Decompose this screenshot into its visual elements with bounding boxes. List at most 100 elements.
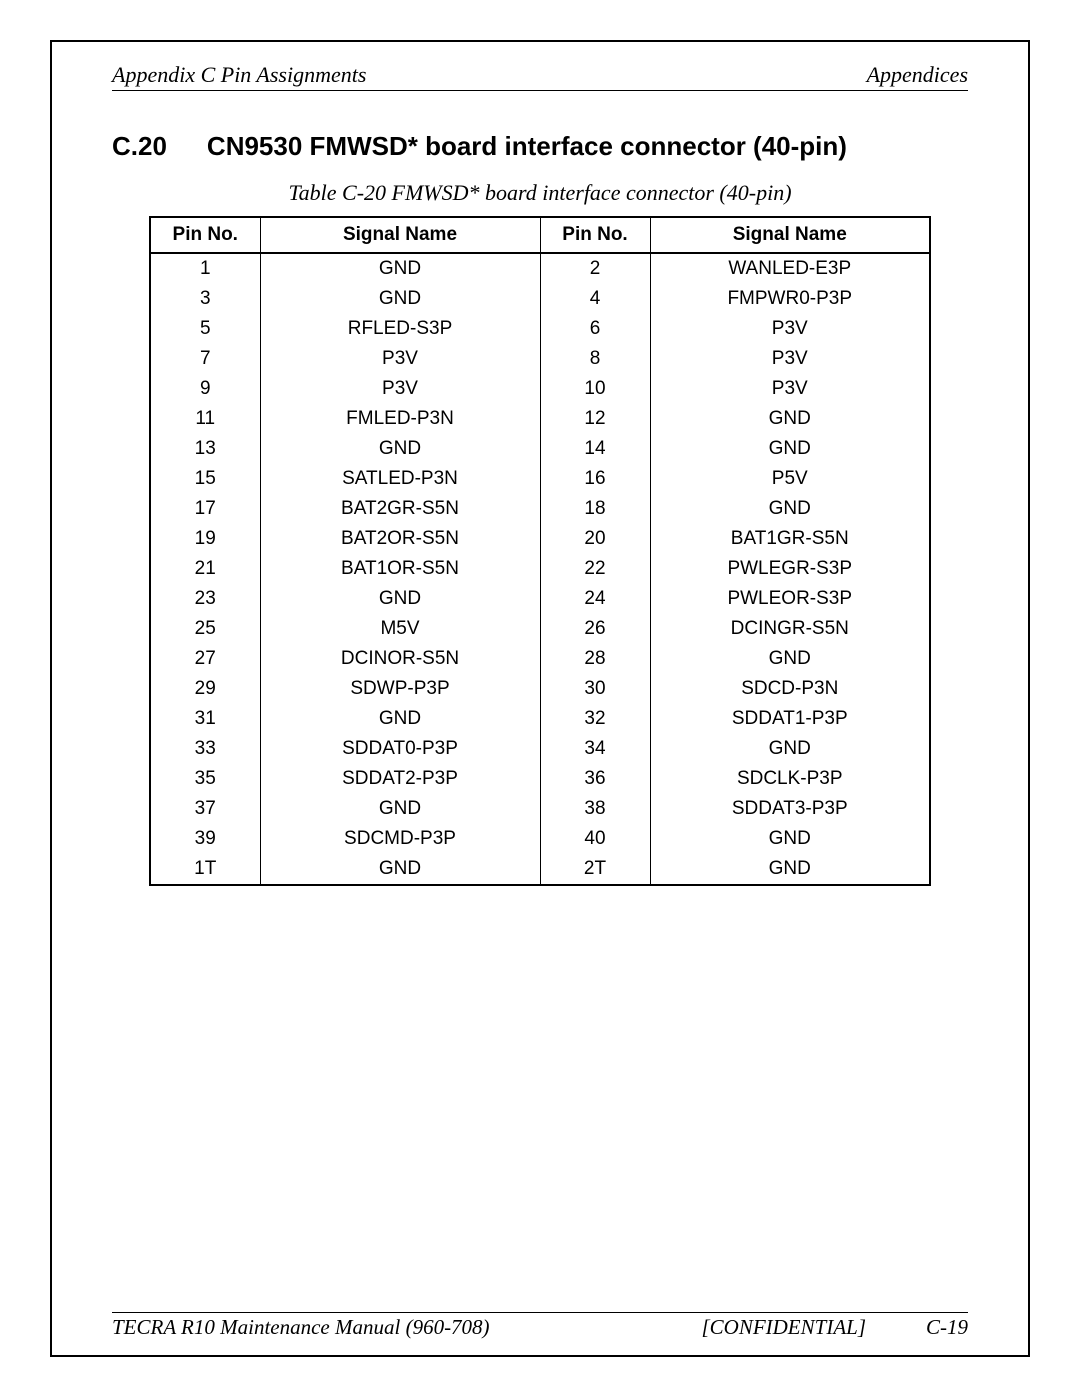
pin-number-cell: 27 xyxy=(150,644,260,674)
signal-name-cell: SATLED-P3N xyxy=(260,464,540,494)
signal-name-cell: GND xyxy=(650,854,930,885)
table-row: 35SDDAT2-P3P36SDCLK-P3P xyxy=(150,764,930,794)
pin-number-cell: 8 xyxy=(540,344,650,374)
signal-name-cell: GND xyxy=(650,494,930,524)
signal-name-cell: GND xyxy=(650,824,930,854)
pin-number-cell: 31 xyxy=(150,704,260,734)
footer-left: TECRA R10 Maintenance Manual (960-708) xyxy=(112,1315,490,1340)
signal-name-cell: SDDAT1-P3P xyxy=(650,704,930,734)
signal-name-cell: BAT2OR-S5N xyxy=(260,524,540,554)
section-title: CN9530 FMWSD* board interface connector … xyxy=(207,131,847,162)
table-row: 11FMLED-P3N12GND xyxy=(150,404,930,434)
table-row: 33SDDAT0-P3P34GND xyxy=(150,734,930,764)
pin-number-cell: 6 xyxy=(540,314,650,344)
table-row: 19BAT2OR-S5N20BAT1GR-S5N xyxy=(150,524,930,554)
pin-number-cell: 10 xyxy=(540,374,650,404)
signal-name-cell: BAT1OR-S5N xyxy=(260,554,540,584)
signal-name-cell: GND xyxy=(260,253,540,284)
pin-number-cell: 1 xyxy=(150,253,260,284)
footer-page-number: C-19 xyxy=(926,1315,968,1340)
table-row: 5RFLED-S3P6P3V xyxy=(150,314,930,344)
signal-name-cell: GND xyxy=(260,434,540,464)
pin-number-cell: 15 xyxy=(150,464,260,494)
table-row: 15SATLED-P3N16P5V xyxy=(150,464,930,494)
pin-number-cell: 24 xyxy=(540,584,650,614)
pin-number-cell: 29 xyxy=(150,674,260,704)
pin-number-cell: 9 xyxy=(150,374,260,404)
table-row: 7P3V8P3V xyxy=(150,344,930,374)
signal-name-cell: SDCD-P3N xyxy=(650,674,930,704)
pin-number-cell: 30 xyxy=(540,674,650,704)
pin-number-cell: 14 xyxy=(540,434,650,464)
signal-name-cell: RFLED-S3P xyxy=(260,314,540,344)
signal-name-cell: DCINGR-S5N xyxy=(650,614,930,644)
pin-number-cell: 16 xyxy=(540,464,650,494)
pin-number-cell: 28 xyxy=(540,644,650,674)
signal-name-cell: GND xyxy=(260,794,540,824)
table-row: 39SDCMD-P3P40GND xyxy=(150,824,930,854)
signal-name-cell: P3V xyxy=(260,344,540,374)
signal-name-cell: SDDAT2-P3P xyxy=(260,764,540,794)
signal-name-cell: P3V xyxy=(650,344,930,374)
pin-number-cell: 25 xyxy=(150,614,260,644)
pin-number-cell: 22 xyxy=(540,554,650,584)
col-header-sig-1: Signal Name xyxy=(260,217,540,253)
pin-number-cell: 26 xyxy=(540,614,650,644)
col-header-sig-2: Signal Name xyxy=(650,217,930,253)
table-row: 31GND32SDDAT1-P3P xyxy=(150,704,930,734)
signal-name-cell: FMPWR0-P3P xyxy=(650,284,930,314)
signal-name-cell: PWLEOR-S3P xyxy=(650,584,930,614)
pin-number-cell: 18 xyxy=(540,494,650,524)
pin-number-cell: 38 xyxy=(540,794,650,824)
signal-name-cell: WANLED-E3P xyxy=(650,253,930,284)
pin-number-cell: 37 xyxy=(150,794,260,824)
signal-name-cell: P3V xyxy=(650,314,930,344)
pin-number-cell: 23 xyxy=(150,584,260,614)
pin-number-cell: 39 xyxy=(150,824,260,854)
table-row: 21BAT1OR-S5N22PWLEGR-S3P xyxy=(150,554,930,584)
signal-name-cell: GND xyxy=(650,734,930,764)
pin-number-cell: 17 xyxy=(150,494,260,524)
signal-name-cell: GND xyxy=(650,434,930,464)
pin-number-cell: 33 xyxy=(150,734,260,764)
pin-number-cell: 35 xyxy=(150,764,260,794)
signal-name-cell: P3V xyxy=(260,374,540,404)
page-frame: Appendix C Pin Assignments Appendices C.… xyxy=(50,40,1030,1357)
table-caption: Table C-20 FMWSD* board interface connec… xyxy=(112,180,968,206)
pin-number-cell: 19 xyxy=(150,524,260,554)
signal-name-cell: SDCLK-P3P xyxy=(650,764,930,794)
table-row: 3GND4FMPWR0-P3P xyxy=(150,284,930,314)
signal-name-cell: P3V xyxy=(650,374,930,404)
table-row: 9P3V10P3V xyxy=(150,374,930,404)
pin-number-cell: 3 xyxy=(150,284,260,314)
pin-number-cell: 20 xyxy=(540,524,650,554)
table-header-row: Pin No. Signal Name Pin No. Signal Name xyxy=(150,217,930,253)
pin-number-cell: 2T xyxy=(540,854,650,885)
pin-number-cell: 7 xyxy=(150,344,260,374)
signal-name-cell: SDDAT3-P3P xyxy=(650,794,930,824)
pin-number-cell: 1T xyxy=(150,854,260,885)
signal-name-cell: PWLEGR-S3P xyxy=(650,554,930,584)
pin-number-cell: 12 xyxy=(540,404,650,434)
signal-name-cell: GND xyxy=(260,854,540,885)
header-left: Appendix C Pin Assignments xyxy=(112,62,366,88)
signal-name-cell: GND xyxy=(260,584,540,614)
pin-number-cell: 2 xyxy=(540,253,650,284)
table-row: 37GND38SDDAT3-P3P xyxy=(150,794,930,824)
signal-name-cell: GND xyxy=(650,644,930,674)
signal-name-cell: SDDAT0-P3P xyxy=(260,734,540,764)
pin-number-cell: 36 xyxy=(540,764,650,794)
col-header-pin-1: Pin No. xyxy=(150,217,260,253)
pin-number-cell: 11 xyxy=(150,404,260,434)
table-row: 1GND2WANLED-E3P xyxy=(150,253,930,284)
table-row: 23GND24PWLEOR-S3P xyxy=(150,584,930,614)
pin-number-cell: 13 xyxy=(150,434,260,464)
signal-name-cell: BAT2GR-S5N xyxy=(260,494,540,524)
footer-confidential: [CONFIDENTIAL] xyxy=(701,1315,866,1340)
signal-name-cell: BAT1GR-S5N xyxy=(650,524,930,554)
pin-assignment-table: Pin No. Signal Name Pin No. Signal Name … xyxy=(149,216,931,886)
table-row: 27DCINOR-S5N28GND xyxy=(150,644,930,674)
signal-name-cell: SDCMD-P3P xyxy=(260,824,540,854)
col-header-pin-2: Pin No. xyxy=(540,217,650,253)
pin-number-cell: 4 xyxy=(540,284,650,314)
